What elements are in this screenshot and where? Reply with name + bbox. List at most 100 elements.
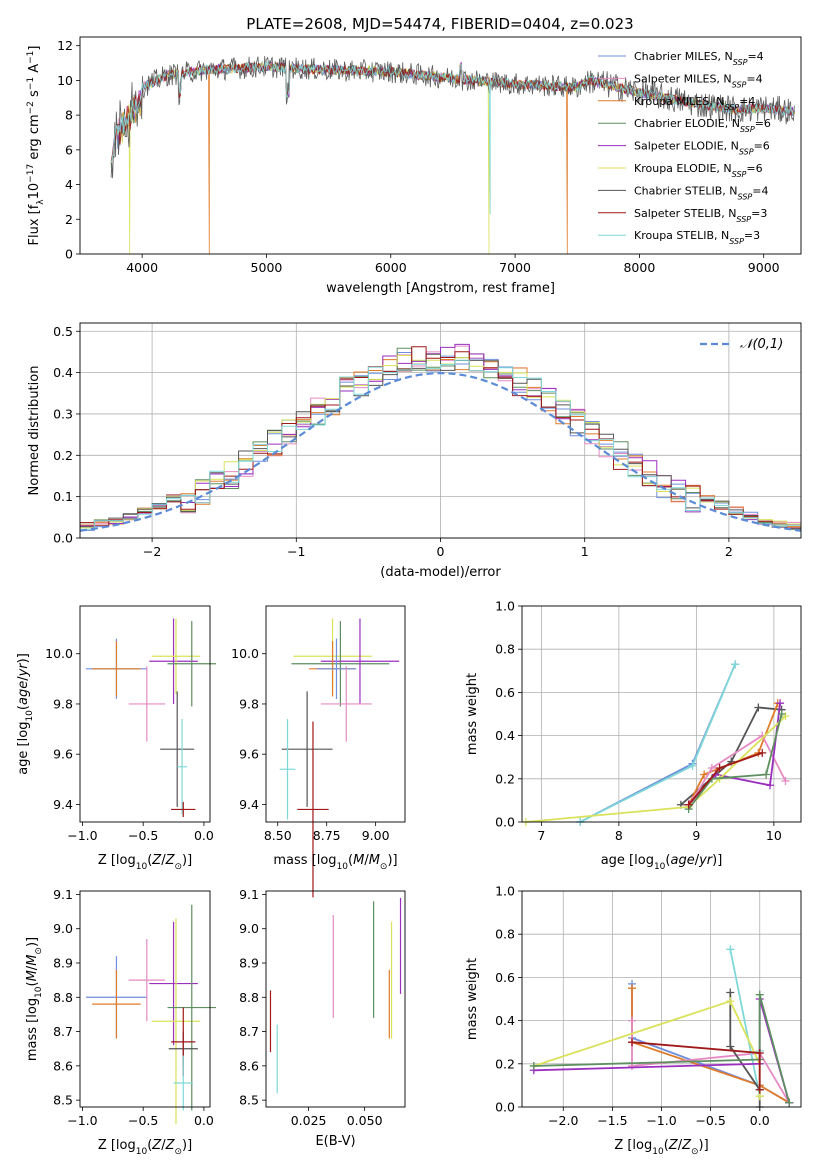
mass-vs-Z-ylabel: mass [log10(M/M⊙)] bbox=[25, 937, 44, 1061]
mass-vs-Z-ytick-label: 8.9 bbox=[53, 956, 73, 971]
spectrum-xtick-label: 7000 bbox=[499, 260, 531, 275]
spectrum-legend-label: Kroupa ELODIE, NSSP=6 bbox=[634, 162, 763, 179]
mass-vs-Z-xtick-label: −0.5 bbox=[128, 1113, 158, 1128]
age-vs-Z-xtick-label: −1.0 bbox=[67, 828, 97, 843]
massweight-vs-Z-marker bbox=[755, 990, 764, 999]
spectrum-line-salpeter-stelib bbox=[110, 62, 796, 162]
spectrum-ytick-label: 2 bbox=[65, 212, 73, 227]
residuals-frame bbox=[79, 322, 802, 539]
massweight-vs-age-ytick-label: 0.0 bbox=[495, 815, 515, 830]
massweight-vs-age-line bbox=[525, 715, 787, 823]
spectrum-legend-label: Salpeter STELIB, NSSP=3 bbox=[634, 207, 767, 224]
spectrum-frame bbox=[79, 36, 802, 255]
residuals-ytick-label: 0.2 bbox=[53, 448, 73, 463]
spectrum-ytick-label: 6 bbox=[65, 142, 73, 157]
age-vs-mass-frame bbox=[265, 605, 406, 823]
massweight-vs-Z-marker bbox=[726, 997, 735, 1006]
massweight-vs-age-ytick-label: 0.4 bbox=[495, 728, 515, 743]
age-vs-Z-ylabel: age [log10(age/yr)] bbox=[16, 653, 35, 775]
residuals-hist-kroupa-stelib bbox=[80, 359, 801, 530]
spectrum-line-chabrier-stelib bbox=[110, 55, 795, 179]
massweight-vs-Z-marker bbox=[755, 1085, 764, 1094]
spectrum-xtick-label: 5000 bbox=[251, 260, 283, 275]
residuals-hist-salpeter-stelib bbox=[80, 346, 801, 529]
massweight-vs-Z-ytick-label: 0.2 bbox=[495, 1056, 515, 1071]
massweight-vs-Z-xtick-label: −1.5 bbox=[597, 1113, 627, 1128]
spectrum-ytick-label: 4 bbox=[65, 177, 73, 192]
residuals-ytick-label: 0.4 bbox=[53, 365, 73, 380]
mass-vs-Z-xtick-label: −1.0 bbox=[67, 1113, 97, 1128]
massweight-vs-age-marker bbox=[731, 660, 740, 669]
massweight-vs-Z-marker bbox=[785, 1098, 794, 1107]
residuals-ytick-label: 0.3 bbox=[53, 406, 73, 421]
spectrum-xtick-label: 4000 bbox=[126, 260, 158, 275]
spectrum-legend-label: Salpeter MILES, NSSP=4 bbox=[634, 72, 763, 89]
age-vs-Z-ytick-label: 9.6 bbox=[53, 747, 73, 762]
mass-vs-EBV-xlabel: E(B-V) bbox=[315, 1134, 355, 1149]
mass-vs-EBV-xtick-label: 0.025 bbox=[291, 1113, 327, 1128]
massweight-vs-age-xtick-label: 10 bbox=[766, 828, 782, 843]
massweight-vs-Z-marker bbox=[628, 984, 637, 993]
residuals-hist-salpeter-elodie bbox=[80, 343, 801, 528]
massweight-vs-Z-xtick-label: −1.0 bbox=[646, 1113, 676, 1128]
massweight-vs-Z-ytick-label: 0.8 bbox=[495, 927, 515, 942]
age-vs-Z-ytick-label: 9.4 bbox=[53, 797, 73, 812]
age-vs-mass-xtick-label: 8.75 bbox=[313, 828, 341, 843]
mass-vs-Z-xlabel: Z [log10(Z/Z⊙)] bbox=[98, 1138, 192, 1157]
massweight-vs-Z-marker bbox=[628, 1038, 637, 1047]
spectrum-line-kroupa-stelib bbox=[110, 60, 796, 215]
massweight-vs-age-frame bbox=[521, 605, 802, 823]
mass-vs-Z-ytick-label: 8.7 bbox=[53, 1024, 73, 1039]
age-vs-mass-ytick-label: 9.8 bbox=[239, 696, 259, 711]
age-vs-mass-xlabel: mass [log10(M/M⊙)] bbox=[273, 853, 397, 872]
age-vs-mass-ytick-label: 9.4 bbox=[239, 797, 259, 812]
spectrum-ytick-label: 0 bbox=[65, 247, 73, 262]
mass-vs-EBV-frame bbox=[265, 890, 406, 1108]
spectrum-legend-label: Kroupa STELIB, NSSP=3 bbox=[634, 229, 760, 246]
massweight-vs-Z-line bbox=[533, 994, 791, 1103]
spectrum-ytick-label: 12 bbox=[57, 38, 73, 53]
age-vs-mass-xtick-label: 8.50 bbox=[264, 828, 292, 843]
spectrum-legend-label: Chabrier MILES, NSSP=4 bbox=[634, 50, 764, 67]
massweight-vs-age-xtick-label: 9 bbox=[692, 828, 700, 843]
massweight-vs-Z-ytick-label: 0.0 bbox=[495, 1100, 515, 1115]
massweight-vs-age-marker bbox=[688, 761, 697, 770]
massweight-vs-age-marker bbox=[707, 764, 716, 772]
age-vs-mass-xtick-label: 9.00 bbox=[362, 828, 390, 843]
spectrum-xtick-label: 9000 bbox=[748, 260, 780, 275]
residuals-ylabel: Normed distribution bbox=[27, 366, 42, 496]
massweight-vs-Z-marker bbox=[628, 1016, 637, 1025]
mass-vs-Z-ytick-label: 8.5 bbox=[53, 1093, 73, 1108]
residuals-legend-label: 𝒩(0,1) bbox=[740, 337, 783, 352]
massweight-vs-age-marker bbox=[762, 770, 771, 779]
massweight-vs-Z-marker bbox=[529, 1061, 538, 1070]
mass-vs-Z-ytick-label: 8.6 bbox=[53, 1058, 73, 1073]
mass-vs-Z-xtick-label: 0.0 bbox=[194, 1113, 214, 1128]
mass-vs-EBV-xtick-label: 0.050 bbox=[347, 1113, 383, 1128]
age-vs-Z-xtick-label: 0.0 bbox=[194, 828, 214, 843]
age-vs-Z-xlabel: Z [log10(Z/Z⊙)] bbox=[98, 853, 192, 872]
age-vs-Z-ytick-label: 9.8 bbox=[53, 696, 73, 711]
spectrum-legend-label: Kroupa MILES, NSSP=4 bbox=[634, 95, 755, 112]
residuals-ytick-label: 0.1 bbox=[53, 489, 73, 504]
massweight-vs-Z-marker bbox=[726, 1042, 735, 1051]
residuals-xtick-label: −2 bbox=[143, 544, 161, 559]
massweight-vs-age-ylabel: mass weight bbox=[465, 673, 480, 755]
massweight-vs-Z-xtick-label: −2.0 bbox=[548, 1113, 578, 1128]
massweight-vs-age-ytick-label: 0.8 bbox=[495, 642, 515, 657]
mass-vs-EBV-ytick-label: 9.1 bbox=[239, 887, 259, 902]
residuals-xtick-label: 0 bbox=[437, 544, 445, 559]
massweight-vs-age-line bbox=[579, 663, 736, 823]
residuals-ytick-label: 0.5 bbox=[53, 324, 73, 339]
massweight-vs-Z-marker bbox=[755, 1049, 764, 1057]
residuals-normal-curve bbox=[79, 371, 802, 532]
mass-vs-EBV-ytick-label: 9.0 bbox=[239, 921, 259, 936]
mass-vs-Z-frame bbox=[79, 890, 211, 1108]
massweight-vs-age-marker bbox=[684, 800, 693, 809]
mass-vs-Z-ytick-label: 9.0 bbox=[53, 921, 73, 936]
massweight-vs-age-marker bbox=[754, 703, 763, 712]
massweight-vs-age-marker bbox=[777, 710, 786, 718]
spectrum-ytick-label: 8 bbox=[65, 108, 73, 123]
massweight-vs-age-ytick-label: 0.2 bbox=[495, 771, 515, 786]
